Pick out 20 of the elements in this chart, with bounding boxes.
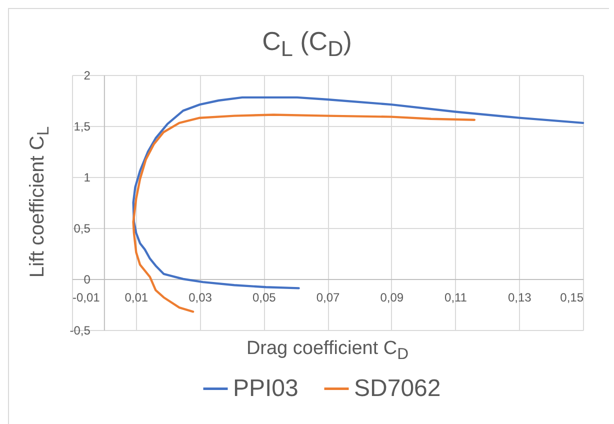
- y-tick-label: 1,5: [74, 120, 91, 134]
- x-tick-label: 0,13: [508, 290, 532, 304]
- x-tick-label: 0,09: [380, 290, 404, 304]
- y-tick-label: 0: [84, 272, 91, 286]
- x-tick-label: 0,15: [560, 290, 584, 304]
- y-tick-label: 2: [84, 68, 91, 82]
- chart-title: C$_{L}$ (C$_{D}$): [261, 26, 353, 62]
- x-tick-label: 0,03: [188, 290, 212, 304]
- legend-label: PPI03: [233, 374, 298, 402]
- y-tick-label: -0,5: [70, 324, 91, 338]
- x-tick-label: 0,11: [444, 290, 468, 304]
- x-tick-label: 0,05: [252, 290, 276, 304]
- y-tick-label: 0,5: [74, 222, 91, 236]
- x-tick-label: 0,01: [124, 290, 148, 304]
- x-tick-label: 0,07: [316, 290, 340, 304]
- y-tick-label: 1: [84, 170, 91, 184]
- x-axis-title: Drag coefficient C$_{D}$: [245, 338, 410, 364]
- x-tick-label: -0,01: [72, 290, 100, 304]
- legend-label: SD7062: [354, 374, 441, 402]
- line-series: [132, 96, 584, 290]
